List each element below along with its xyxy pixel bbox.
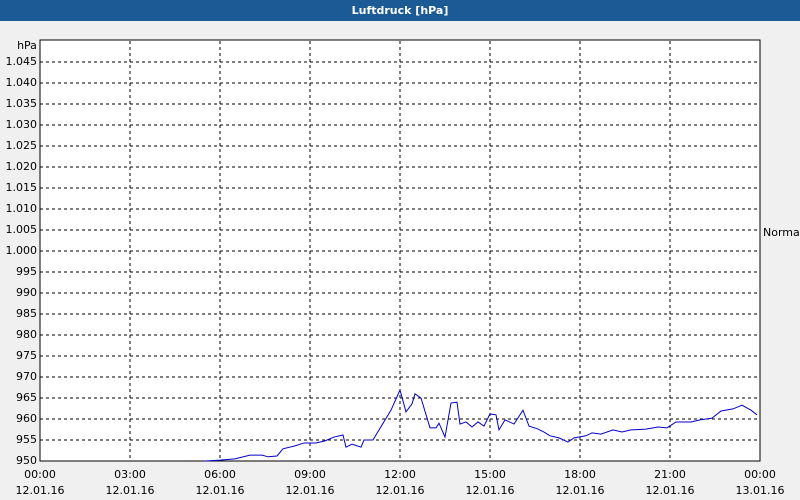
- x-tick-label: 18:00: [564, 468, 596, 481]
- y-tick-label: 1.005: [6, 223, 38, 236]
- x-tick-date: 12.01.16: [196, 484, 245, 497]
- y-tick-label: 985: [16, 307, 37, 320]
- x-tick-date: 12.01.16: [466, 484, 515, 497]
- y-tick-label: 960: [16, 412, 37, 425]
- x-tick-date: 13.01.16: [736, 484, 785, 497]
- y-tick-label: 1.010: [6, 202, 38, 215]
- y-unit: hPa: [17, 39, 37, 52]
- x-tick-label: 06:00: [204, 468, 236, 481]
- y-tick-label: 980: [16, 328, 37, 341]
- x-tick-date: 12.01.16: [106, 484, 155, 497]
- title-bar: [0, 0, 800, 21]
- y-tick-label: 950: [16, 454, 37, 467]
- data-line: [204, 388, 758, 462]
- x-tick-label: 09:00: [294, 468, 326, 481]
- y-tick-label: 990: [16, 286, 37, 299]
- y-tick-label: 1.020: [6, 160, 38, 173]
- x-tick-label: 00:00: [744, 468, 776, 481]
- y-tick-label: 1.030: [6, 118, 38, 131]
- x-tick-label: 03:00: [114, 468, 146, 481]
- chart-title: Luftdruck [hPa]: [352, 4, 449, 17]
- y-tick-label: 975: [16, 349, 37, 362]
- y-tick-label: 955: [16, 433, 37, 446]
- legend-entry: Normal: [763, 226, 800, 239]
- x-tick-label: 21:00: [654, 468, 686, 481]
- y-tick-label: 1.040: [6, 76, 38, 89]
- y-tick-label: 965: [16, 391, 37, 404]
- x-tick-date: 12.01.16: [556, 484, 605, 497]
- y-tick-label: 1.035: [6, 97, 38, 110]
- x-tick-date: 12.01.16: [16, 484, 65, 497]
- y-tick-label: 970: [16, 370, 37, 383]
- x-tick-date: 12.01.16: [286, 484, 335, 497]
- y-tick-label: 1.000: [6, 244, 38, 257]
- y-tick-label: 1.015: [6, 181, 38, 194]
- x-tick-label: 00:00: [24, 468, 56, 481]
- x-tick-date: 12.01.16: [646, 484, 695, 497]
- y-tick-label: 995: [16, 265, 37, 278]
- y-tick-label: 1.025: [6, 139, 38, 152]
- x-tick-date: 12.01.16: [376, 484, 425, 497]
- x-tick-label: 12:00: [384, 468, 416, 481]
- y-tick-label: 1.045: [6, 55, 38, 68]
- x-tick-label: 15:00: [474, 468, 506, 481]
